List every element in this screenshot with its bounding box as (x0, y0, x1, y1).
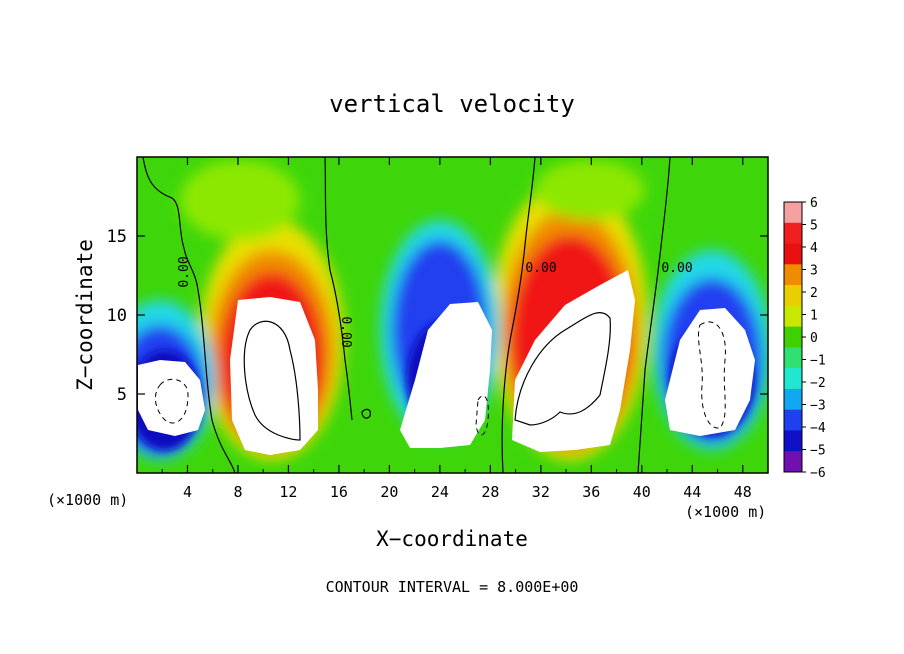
colorbar-tick-label-0: 6 (810, 196, 818, 211)
colorbar-tick-label-2: 4 (810, 241, 818, 256)
colorbar-swatch-3 (784, 264, 802, 286)
x-tick-label-28: 28 (481, 483, 499, 501)
x-tick-label-32: 32 (532, 483, 550, 501)
zero-contour-3 (501, 157, 536, 473)
contour-label-3: 0.00 (525, 261, 556, 276)
negative-contour-1 (154, 378, 189, 424)
colorbar-tick-label-3: 3 (810, 264, 818, 279)
colorbar-swatch-5 (784, 305, 802, 327)
downdraft-3-core-white (665, 308, 755, 436)
small-contour (361, 408, 371, 419)
contour-interval-note: CONTOUR INTERVAL = 8.000E+00 (326, 578, 579, 596)
y-tick-label-15: 15 (107, 227, 127, 247)
colorbar: 6 5 4 3 2 1 0 −1 −2 −3 −4 −5 −6 (783, 196, 826, 481)
zero-contour-4 (637, 157, 671, 473)
updraft-1-core (230, 297, 318, 455)
x-tick-label-44: 44 (683, 483, 701, 501)
colorbar-swatch-11 (784, 430, 802, 452)
colorbar-tick-label-9: −3 (810, 399, 826, 414)
colorbar-swatch-12 (784, 451, 802, 473)
colorbar-swatch-9 (784, 388, 802, 410)
weak-updraft-1 (180, 160, 300, 240)
x-tick-label-40: 40 (633, 483, 651, 501)
contour-label-1: 0.00 (177, 256, 192, 287)
x-tick-label-4: 4 (183, 483, 192, 501)
y-axis-ticks: 5 10 15 (107, 227, 768, 405)
x-tick-label-24: 24 (431, 483, 449, 501)
colorbar-tick-label-10: −4 (810, 421, 826, 436)
colorbar-swatch-4 (784, 285, 802, 307)
contour-label-4: 0.00 (661, 261, 692, 276)
colorbar-tick-label-4: 2 (810, 286, 818, 301)
x-tick-label-8: 8 (233, 483, 242, 501)
x-tick-label-12: 12 (279, 483, 297, 501)
updraft-3-core (512, 270, 635, 452)
y-tick-label-5: 5 (117, 385, 127, 405)
colorbar-swatch-6 (784, 326, 802, 348)
x-axis-label: X−coordinate (376, 527, 528, 551)
y-tick-label-10: 10 (107, 306, 127, 326)
colorbar-tick-label-11: −5 (810, 444, 826, 459)
colorbar-tick-label-5: 1 (810, 309, 818, 324)
x-axis-ticks: 4 8 12 16 20 24 28 32 36 40 44 48 (161, 157, 752, 501)
colorbar-swatch-8 (784, 368, 802, 390)
x-scale-note-left: (×1000 m) (47, 491, 128, 509)
core-contour-2 (514, 312, 611, 426)
x-tick-label-20: 20 (380, 483, 398, 501)
downdraft-1-core-white (138, 360, 205, 436)
weak-updraft-2 (535, 160, 645, 220)
x-tick-label-36: 36 (582, 483, 600, 501)
zero-contour-2 (324, 157, 353, 421)
colorbar-swatch-10 (784, 409, 802, 431)
colorbar-swatch-1 (784, 222, 802, 244)
negative-contour-2 (697, 321, 726, 429)
negative-contour-3 (475, 395, 489, 436)
x-scale-note-right: (×1000 m) (685, 503, 766, 521)
colorbar-tick-label-12: −6 (810, 466, 826, 481)
colorbar-swatch-0 (784, 202, 802, 224)
updraft-2-core (400, 302, 492, 448)
heatmap-field: 0.00 0.00 0.00 0.00 (137, 157, 768, 473)
colorbar-tick-label-6: 0 (810, 331, 818, 346)
chart-title: vertical velocity (329, 90, 575, 118)
x-tick-label-48: 48 (734, 483, 752, 501)
zero-contour-1 (142, 157, 236, 473)
colorbar-swatch-2 (784, 243, 802, 265)
contour-label-2: 0.00 (338, 316, 353, 347)
colorbar-tick-label-7: −1 (810, 354, 826, 369)
colorbar-swatch-7 (784, 347, 802, 369)
colorbar-tick-label-1: 5 (810, 219, 818, 234)
colorbar-tick-label-8: −2 (810, 376, 826, 391)
y-axis-label: Z−coordinate (73, 239, 97, 391)
core-contour-1 (243, 320, 301, 441)
x-tick-label-16: 16 (330, 483, 348, 501)
